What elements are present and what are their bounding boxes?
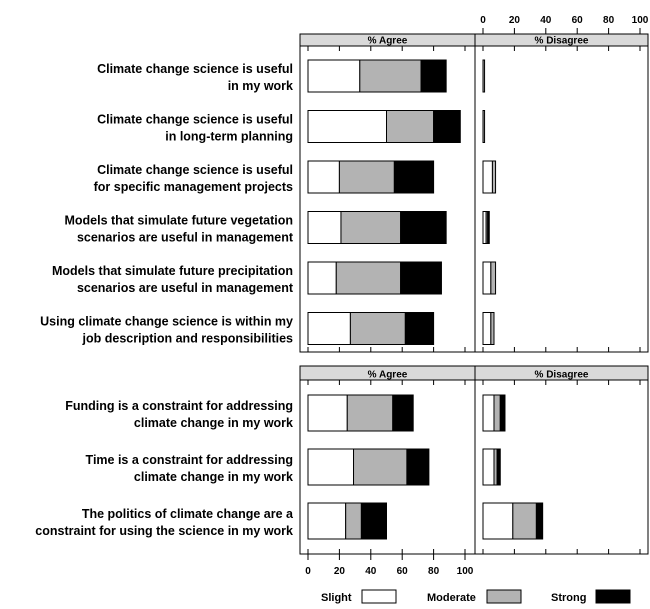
- agree-bar-slight: [307, 394, 348, 432]
- disagree-bar-moderate: [493, 394, 501, 432]
- agree-bar-slight: [307, 502, 347, 540]
- agree-bar-moderate: [353, 448, 408, 486]
- category-label-line2: scenarios are useful in management: [77, 281, 294, 295]
- disagree-bar-moderate: [491, 160, 497, 194]
- bottom-axis-tick-label: 60: [397, 566, 409, 577]
- agree-bar-strong: [400, 261, 442, 295]
- disagree-bar-moderate: [482, 110, 486, 143]
- bottom-axis-tick-label: 40: [365, 566, 377, 577]
- agree-bar-moderate: [345, 502, 362, 540]
- top-axis-tick-label: 0: [480, 15, 486, 26]
- disagree-bar-moderate: [490, 261, 497, 295]
- legend-label-strong: Strong: [551, 592, 586, 604]
- bottom-axis-tick-label: 20: [334, 566, 346, 577]
- disagree-bar-strong: [487, 211, 490, 244]
- agree-bar-slight: [307, 211, 342, 244]
- category-label-line1: Funding is a constraint for addressing: [65, 399, 293, 413]
- legend-swatch-moderate: [486, 589, 522, 604]
- agree-bar-slight: [307, 261, 337, 295]
- category-label-line1: Using climate change science is within m…: [40, 315, 293, 329]
- disagree-bar-moderate: [482, 59, 486, 93]
- category-label-line1: Climate change science is useful: [97, 113, 293, 127]
- disagree-header-strip: [474, 365, 649, 381]
- agree-bar-strong: [406, 448, 430, 486]
- top-axis-tick-label: 20: [509, 15, 521, 26]
- category-label-line2: constraint for using the science in my w…: [35, 524, 293, 538]
- legend-swatch-strong: [595, 589, 631, 604]
- agree-bar-moderate: [340, 211, 402, 244]
- category-label-line1: Models that simulate future precipitatio…: [52, 264, 293, 278]
- disagree-bar-slight: [482, 160, 493, 194]
- agree-bar-slight: [307, 160, 340, 194]
- bottom-axis-tick-label: 80: [428, 566, 440, 577]
- legend-label-moderate: Moderate: [427, 592, 476, 604]
- disagree-bar-slight: [482, 448, 495, 486]
- disagree-bar-strong: [535, 502, 544, 540]
- agree-bar-slight: [307, 110, 387, 143]
- agree-header: % Agree: [368, 36, 408, 47]
- agree-bar-strong: [433, 110, 461, 143]
- disagree-bar-moderate: [490, 312, 495, 345]
- agree-bar-slight: [307, 448, 355, 486]
- category-label-line2: climate change in my work: [134, 416, 293, 430]
- category-label-line1: The politics of climate change are a: [82, 507, 294, 521]
- category-label-line1: Climate change science is useful: [97, 62, 293, 76]
- top-axis-tick-label: 80: [603, 15, 615, 26]
- category-label-line2: in my work: [228, 79, 293, 93]
- agree-bar-strong: [393, 160, 435, 194]
- agree-bar-moderate: [359, 59, 422, 93]
- disagree-header: % Disagree: [535, 370, 589, 381]
- bottom-axis-tick-label: 0: [305, 566, 311, 577]
- category-label-line1: Models that simulate future vegetation: [64, 214, 293, 228]
- agree-bar-strong: [400, 211, 447, 244]
- category-label-line2: scenarios are useful in management: [77, 231, 294, 245]
- agree-bar-strong: [360, 502, 388, 540]
- disagree-header-strip: [474, 33, 649, 47]
- top-axis-tick-label: 100: [632, 15, 649, 26]
- top-axis-tick-label: 40: [540, 15, 552, 26]
- category-label-line2: job description and responsibilities: [82, 332, 293, 346]
- disagree-bar-slight: [482, 502, 514, 540]
- agree-bar-moderate: [386, 110, 435, 143]
- legend-swatch-slight: [361, 589, 397, 604]
- agree-bar-moderate: [346, 394, 394, 432]
- top-axis-tick-label: 60: [572, 15, 584, 26]
- agree-bar-strong: [404, 312, 435, 345]
- disagree-bar-moderate: [512, 502, 537, 540]
- agree-bar-strong: [420, 59, 447, 93]
- legend-label-slight: Slight: [321, 592, 352, 604]
- category-label-line1: Climate change science is useful: [97, 163, 293, 177]
- agree-bar-strong: [392, 394, 414, 432]
- agree-bar-moderate: [349, 312, 406, 345]
- agree-header: % Agree: [368, 370, 408, 381]
- disagree-header: % Disagree: [535, 36, 589, 47]
- disagree-bar-slight: [482, 261, 492, 295]
- agree-bar-slight: [307, 312, 351, 345]
- disagree-bar-slight: [482, 394, 495, 432]
- bottom-axis-tick-label: 100: [457, 566, 474, 577]
- agree-bar-slight: [307, 59, 361, 93]
- category-label-line2: in long-term planning: [165, 130, 293, 144]
- category-label-line2: climate change in my work: [134, 470, 293, 484]
- disagree-bar-slight: [482, 312, 492, 345]
- disagree-bar-strong: [499, 394, 506, 432]
- category-label-line1: Time is a constraint for addressing: [86, 453, 293, 467]
- category-label-line2: for specific management projects: [94, 180, 293, 194]
- agree-bar-moderate: [335, 261, 402, 295]
- agree-bar-moderate: [338, 160, 395, 194]
- disagree-bar-strong: [496, 448, 501, 486]
